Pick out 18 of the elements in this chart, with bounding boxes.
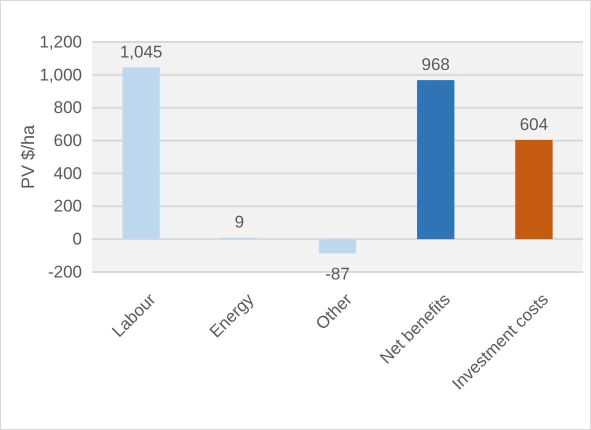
y-tick-label: 800 xyxy=(54,98,82,118)
y-tick-label: 200 xyxy=(54,196,82,216)
bar xyxy=(417,80,454,240)
y-tick-label: 0 xyxy=(72,230,82,249)
y-tick-label: 1,000 xyxy=(39,65,82,84)
y-tick-label: 600 xyxy=(54,131,82,150)
data-label: 968 xyxy=(422,55,450,74)
data-label: -87 xyxy=(325,264,350,284)
bar xyxy=(318,239,356,254)
y-tick-label: 400 xyxy=(54,164,82,183)
data-label: 9 xyxy=(234,212,244,232)
data-label: 1,045 xyxy=(120,42,162,62)
y-axis-title: PV $/ha xyxy=(18,124,38,190)
bar xyxy=(122,67,160,240)
data-label: 604 xyxy=(520,114,548,134)
y-tick-label: 1,200 xyxy=(39,32,82,52)
bar xyxy=(515,140,553,240)
y-tick-label: -200 xyxy=(48,262,82,282)
